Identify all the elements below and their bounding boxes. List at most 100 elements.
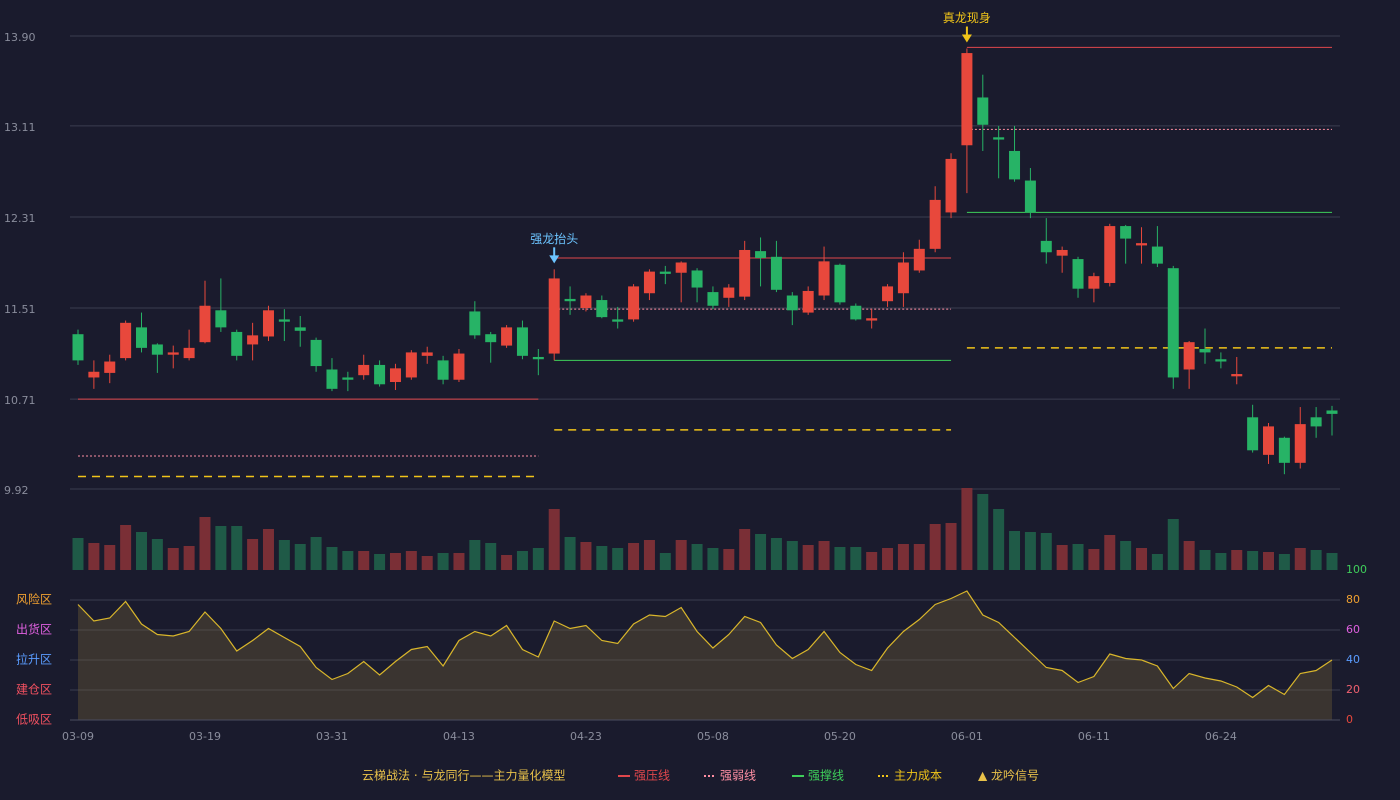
volume-bar — [1024, 532, 1036, 570]
candle-body — [120, 322, 132, 359]
x-tick-label: 06-11 — [1078, 730, 1110, 743]
candle-body — [135, 327, 147, 348]
y-tick-label: 12.31 — [4, 212, 36, 225]
x-tick-label: 05-20 — [824, 730, 856, 743]
candle-body — [469, 311, 481, 336]
volume-bar — [628, 543, 640, 570]
legend-label: 强压线 — [634, 769, 670, 783]
candle-body — [707, 292, 719, 306]
candle-body — [151, 344, 163, 355]
indicator-area — [78, 591, 1332, 720]
candle-body — [755, 251, 767, 258]
volume-bar — [818, 541, 830, 570]
candle-body — [1072, 259, 1084, 289]
volume-bar — [326, 547, 338, 570]
candle-body — [596, 300, 608, 318]
y-tick-label: 100 — [1346, 563, 1367, 576]
x-tick-label: 03-09 — [62, 730, 94, 743]
y-tick-label: 60 — [1346, 623, 1360, 636]
candle-body — [167, 352, 179, 355]
y-tick-label: 9.92 — [4, 484, 29, 497]
candle-body — [532, 356, 544, 360]
volume-bar — [882, 548, 894, 570]
volume-bar — [802, 545, 814, 570]
x-tick-label: 03-19 — [189, 730, 221, 743]
candle-body — [897, 262, 909, 294]
volume-bar — [564, 537, 576, 570]
candle-body — [580, 295, 592, 309]
candle-body — [501, 327, 513, 346]
volume-bar — [532, 548, 544, 570]
volume-bar — [675, 540, 687, 570]
candle-body — [516, 327, 528, 356]
volume-bar — [977, 494, 989, 570]
candle-body — [770, 256, 782, 290]
candle-body — [199, 305, 211, 343]
candle-body — [1120, 226, 1132, 239]
volume-bar — [1183, 541, 1195, 570]
volume-bar — [88, 543, 100, 570]
candle-body — [1167, 268, 1179, 378]
candle-body — [1231, 374, 1243, 377]
volume-bar — [929, 524, 941, 570]
candle-body — [231, 331, 243, 356]
x-tick-label: 04-23 — [570, 730, 602, 743]
volume-bar — [231, 526, 243, 570]
volume-bar — [897, 544, 909, 570]
x-tick-label: 06-24 — [1205, 730, 1237, 743]
volume-bar — [1294, 548, 1306, 570]
candle-body — [1247, 417, 1259, 451]
volume-bar — [707, 548, 719, 570]
volume-bar — [993, 509, 1005, 570]
candle-body — [1326, 410, 1338, 414]
x-tick-label: 04-13 — [443, 730, 475, 743]
candle-body — [326, 369, 338, 389]
volume-bar — [120, 525, 132, 570]
candle-body — [310, 339, 322, 367]
zone-label: 拉升区 — [16, 652, 52, 667]
candle-body — [1215, 359, 1227, 362]
volume-bar — [945, 523, 957, 570]
y-tick-label: 10.71 — [4, 394, 36, 407]
candle-body — [453, 353, 465, 380]
signal-arrow-head — [961, 34, 972, 43]
volume-bar — [1104, 535, 1116, 570]
volume-bar — [755, 534, 767, 570]
candle-body — [913, 248, 925, 271]
volume-bar — [1326, 553, 1338, 570]
volume-bar — [786, 541, 798, 570]
indicator-line — [77, 590, 1333, 699]
candle-body — [1278, 437, 1290, 463]
candle-body — [818, 261, 830, 296]
volume-bar — [643, 540, 655, 570]
volume-bar — [850, 547, 862, 570]
volume-bar — [1167, 519, 1179, 570]
volume-bar — [1088, 549, 1100, 570]
y-tick-label: 20 — [1346, 683, 1360, 696]
volume-bar — [580, 542, 592, 570]
volume-bar — [866, 552, 878, 570]
candle-body — [786, 295, 798, 311]
candle-body — [548, 278, 560, 354]
volume-bar — [1040, 533, 1052, 570]
volume-bar — [310, 537, 322, 570]
candle-body — [374, 364, 386, 385]
legend-label: 强撑线 — [808, 768, 844, 783]
candle-body — [1104, 226, 1116, 283]
candle-body — [1088, 276, 1100, 289]
zone-label: 风险区 — [16, 592, 52, 607]
candle-body — [294, 327, 306, 331]
volume-bar — [1215, 553, 1227, 570]
candle-body — [675, 262, 687, 273]
candle-body — [961, 53, 973, 146]
volume-bar — [247, 539, 259, 570]
volume-bar — [1136, 548, 1148, 570]
legend-label: 强弱线 — [720, 769, 756, 783]
volume-bar — [961, 488, 973, 570]
volume-bar — [834, 547, 846, 570]
candle-body — [882, 286, 894, 302]
candle-body — [1136, 243, 1148, 246]
volume-bar — [167, 548, 179, 570]
y-tick-label: 13.90 — [4, 31, 36, 44]
